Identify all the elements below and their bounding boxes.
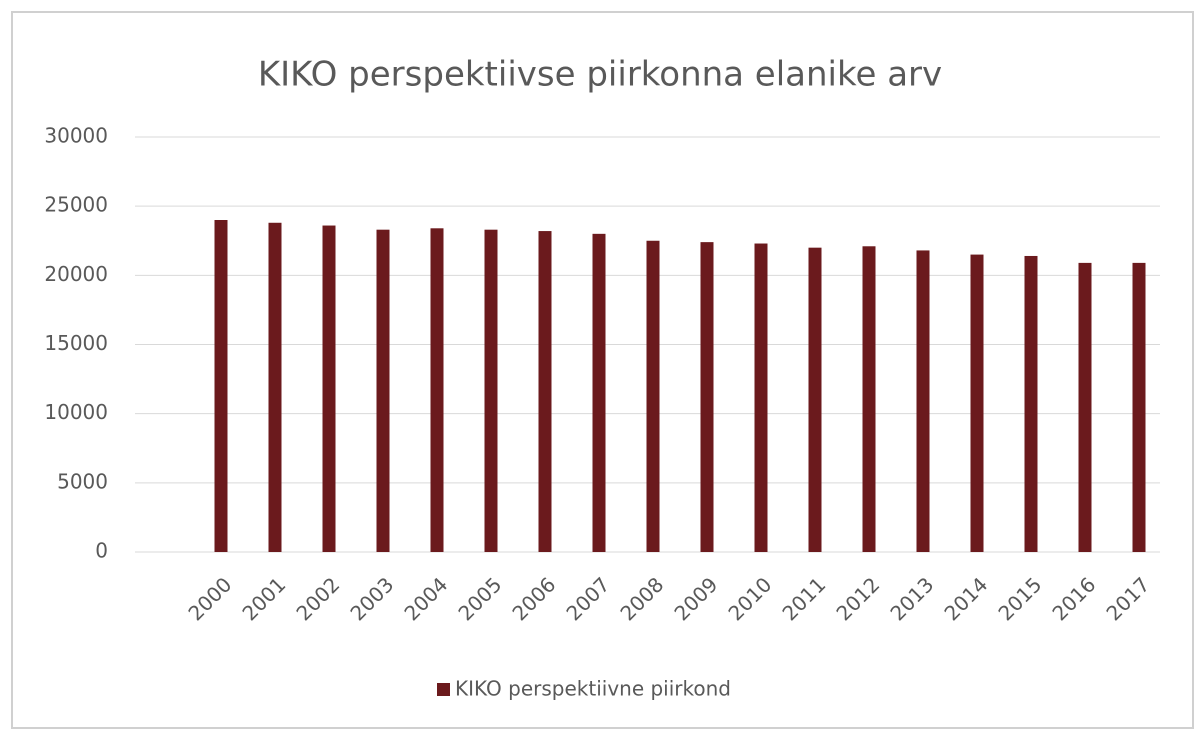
bar <box>592 233 606 553</box>
bar <box>754 243 768 552</box>
legend-label: KIKO perspektiivne piirkond <box>455 677 731 701</box>
bar <box>862 246 876 553</box>
y-tick-label: 0 <box>95 539 108 563</box>
bar <box>808 247 822 552</box>
bar <box>538 231 552 553</box>
y-tick-label: 30000 <box>44 124 108 148</box>
chart-title: KIKO perspektiivse piirkonna elanike arv <box>258 55 942 95</box>
bar <box>376 229 390 552</box>
y-tick-label: 25000 <box>44 193 108 217</box>
y-tick-label: 15000 <box>44 331 108 355</box>
bar <box>268 222 282 552</box>
legend-swatch <box>437 683 450 696</box>
bar <box>1024 255 1038 552</box>
y-tick-label: 10000 <box>44 400 108 424</box>
bar <box>430 228 444 553</box>
bar <box>700 242 714 552</box>
y-tick-label: 20000 <box>44 262 108 286</box>
bar <box>970 254 984 553</box>
bar <box>1132 262 1146 552</box>
y-tick-label: 5000 <box>57 469 108 493</box>
bar <box>322 225 336 553</box>
bar <box>214 220 228 552</box>
bar <box>1078 262 1092 552</box>
bar <box>646 240 660 552</box>
bar <box>484 229 498 552</box>
bar <box>916 250 930 552</box>
